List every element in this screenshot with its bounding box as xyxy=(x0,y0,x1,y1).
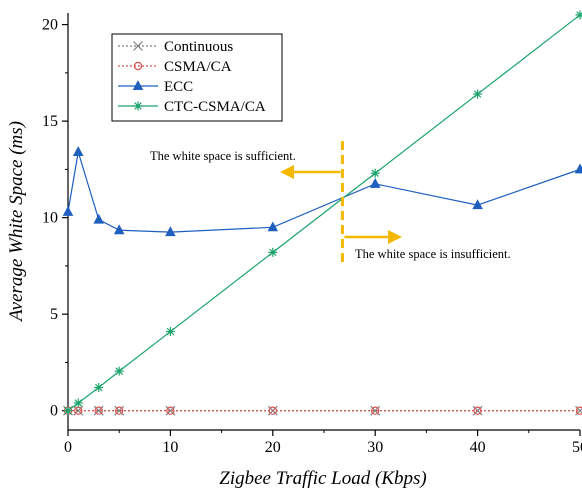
data-point-ctc-csma-ca xyxy=(63,406,73,416)
data-point-csma-ca xyxy=(371,406,380,415)
legend-marker-continuous-stroke xyxy=(133,41,143,51)
data-point-ctc-csma-ca xyxy=(370,168,380,178)
data-point-ecc xyxy=(62,205,74,216)
x-tick-label: 10 xyxy=(162,439,178,456)
axis-ticks: 0 10 20 30 40 50 0 5 10 15 20 xyxy=(42,17,582,456)
legend-item-ecc: ECC xyxy=(118,79,193,95)
data-point-ecc xyxy=(165,226,176,237)
legend-marker-ctc-csma-ca xyxy=(133,101,143,111)
series-ctc-csma-ca xyxy=(63,10,582,416)
legend-marker-continuous xyxy=(133,41,143,51)
data-point-ctc-csma-ca-stroke xyxy=(64,406,72,415)
data-point-continuous-stroke xyxy=(165,405,176,416)
data-point-continuous xyxy=(114,405,125,416)
series-line-ecc xyxy=(67,151,581,233)
data-point-ctc-csma-ca xyxy=(165,327,175,337)
data-point-ecc xyxy=(472,199,483,210)
y-tick-label: 5 xyxy=(50,306,58,323)
legend-label-ctc-csma-ca: CTC-CSMA/CA xyxy=(164,99,266,115)
data-point-csma-ca xyxy=(575,406,582,415)
y-tick-label: 20 xyxy=(42,17,58,34)
data-point-csma-ca xyxy=(268,406,277,415)
x-tick-label: 50 xyxy=(572,439,582,456)
data-point-ctc-csma-ca xyxy=(268,247,278,257)
data-point-ctc-csma-ca-stroke xyxy=(94,383,103,392)
data-point-ctc-csma-ca-stroke xyxy=(371,169,379,177)
data-point-continuous-stroke xyxy=(575,407,582,416)
annotation-insufficient: The white space is insufficient. xyxy=(355,247,511,261)
data-point-ctc-csma-ca-stroke xyxy=(115,367,123,375)
data-point-ecc xyxy=(267,221,279,232)
data-point-ctc-csma-ca xyxy=(473,89,483,99)
legend-item-ctc-csma-ca: CTC-CSMA/CA xyxy=(118,99,266,115)
series-csma-ca xyxy=(63,406,582,415)
annotation-layer: The white space is sufficient. The white… xyxy=(150,141,511,262)
data-point-ecc xyxy=(113,224,125,235)
legend-marker-ctc-csma-ca-stroke xyxy=(134,102,142,110)
data-point-csma-ca xyxy=(166,406,175,415)
legend-item-csma-ca: CSMA/CA xyxy=(118,59,232,75)
y-tick-label: 0 xyxy=(50,403,58,420)
y-tick-label: 10 xyxy=(42,210,58,227)
data-point-continuous xyxy=(165,405,176,416)
arrow-left-head xyxy=(280,165,294,179)
data-point-ctc-csma-ca xyxy=(114,366,124,376)
y-tick-label: 15 xyxy=(42,113,58,130)
data-point-ecc xyxy=(574,163,582,174)
data-point-csma-ca xyxy=(114,406,124,415)
legend-label-continuous: Continuous xyxy=(164,39,233,55)
data-point-continuous xyxy=(93,405,104,416)
data-point-ctc-csma-ca-stroke xyxy=(473,90,482,98)
x-tick-label: 0 xyxy=(64,439,72,456)
data-point-continuous xyxy=(73,405,84,416)
data-point-ctc-csma-ca xyxy=(94,383,104,393)
data-point-continuous-stroke xyxy=(73,405,84,416)
legend-marker-csma-ca xyxy=(133,61,143,71)
data-point-ecc xyxy=(72,146,84,157)
data-point-csma-ca xyxy=(94,406,103,415)
data-point-ecc xyxy=(93,213,104,224)
data-point-ctc-csma-ca-stroke xyxy=(74,399,82,407)
legend-label-ecc: ECC xyxy=(164,79,193,95)
x-tick-label: 40 xyxy=(470,439,486,456)
annotation-sufficient: The white space is sufficient. xyxy=(150,149,296,163)
legend: Continuous CSMA/CA ECC CTC-CSMA/CA xyxy=(111,33,283,122)
data-point-continuous-stroke xyxy=(370,405,381,416)
data-point-ctc-csma-ca-stroke xyxy=(269,248,277,257)
data-point-ctc-csma-ca-stroke xyxy=(166,327,175,336)
data-point-continuous-stroke xyxy=(114,405,125,416)
data-point-ctc-csma-ca xyxy=(73,398,83,408)
data-point-continuous xyxy=(370,405,381,416)
data-point-continuous xyxy=(575,405,582,416)
data-point-csma-ca xyxy=(473,406,482,415)
data-point-ecc xyxy=(369,178,381,188)
series-layer xyxy=(62,10,582,416)
legend-item-continuous: Continuous xyxy=(118,39,233,55)
series-ecc xyxy=(62,146,582,237)
data-point-ctc-csma-ca xyxy=(575,10,582,20)
legend-label-csma-ca: CSMA/CA xyxy=(164,59,232,75)
legend-marker-ecc xyxy=(132,80,144,90)
x-tick-label: 30 xyxy=(367,439,383,456)
data-point-continuous-stroke xyxy=(93,405,104,416)
data-point-ctc-csma-ca-stroke xyxy=(576,12,582,19)
x-axis-title: Zigbee Traffic Load (Kbps) xyxy=(219,468,426,489)
arrow-right-head xyxy=(388,230,402,244)
x-tick-label: 20 xyxy=(265,439,281,456)
y-axis-title: Average White Space (ms) xyxy=(6,121,27,323)
